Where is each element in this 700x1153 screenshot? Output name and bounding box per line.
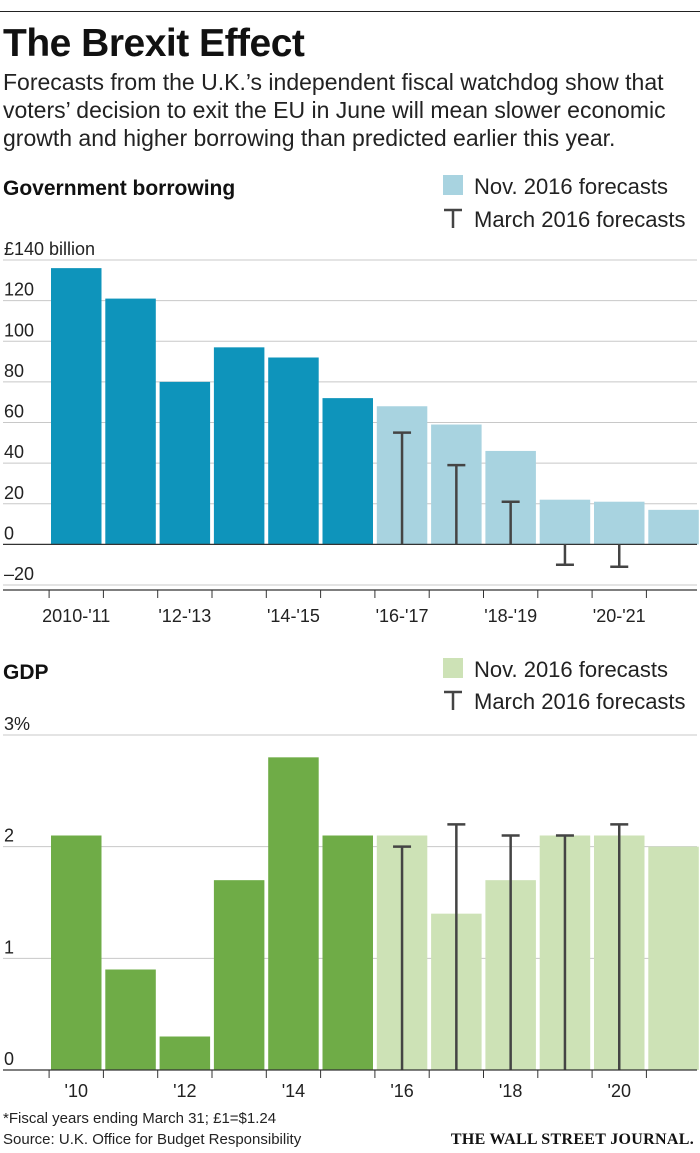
gdp-bar bbox=[105, 969, 156, 1070]
borrowing-legend-box-icon bbox=[443, 175, 463, 195]
borrowing-y-tick-label: 0 bbox=[4, 523, 14, 543]
borrowing-bar bbox=[322, 398, 373, 545]
borrowing-y-axis: –20 0 20 40 60 80 100 120 £140 billion bbox=[4, 239, 95, 584]
gdp-legend-box-icon bbox=[443, 658, 463, 678]
borrowing-y-tick-label: 120 bbox=[4, 280, 34, 300]
gdp-march-markers bbox=[393, 823, 629, 1070]
borrowing-x-tick-label: '16-'17 bbox=[376, 606, 429, 625]
borrowing-bars bbox=[3, 268, 699, 545]
gdp-x-tick-label: '12 bbox=[173, 1081, 196, 1101]
gdp-x-tick-label: '20 bbox=[608, 1081, 631, 1101]
borrowing-bar bbox=[159, 381, 211, 545]
gdp-bar bbox=[648, 846, 699, 1070]
gdp-y-tick-label: 1 bbox=[4, 937, 14, 957]
publisher-logo: THE WALL STREET JOURNAL. bbox=[450, 1131, 694, 1148]
borrowing-bar bbox=[51, 268, 102, 545]
footnote: *Fiscal years ending March 31; £1=$1.24 bbox=[3, 1110, 277, 1127]
borrowing-y-tick-label: 80 bbox=[4, 361, 24, 381]
borrowing-bar bbox=[594, 501, 645, 545]
gdp-march-marker bbox=[501, 834, 520, 1070]
gdp-legend-march-label: March 2016 forecasts bbox=[474, 689, 686, 714]
borrowing-march-marker bbox=[393, 431, 412, 545]
borrowing-march-marker bbox=[610, 544, 629, 568]
borrowing-bar bbox=[213, 347, 265, 545]
gdp-x-tick-label: '10 bbox=[65, 1081, 88, 1101]
page-title: The Brexit Effect bbox=[3, 22, 305, 65]
source-note: Source: U.K. Office for Budget Responsib… bbox=[3, 1131, 302, 1148]
top-rule bbox=[0, 11, 700, 12]
gdp-y-tick-label: 3% bbox=[4, 714, 30, 734]
gdp-y-tick-label: 0 bbox=[4, 1049, 14, 1069]
borrowing-y-tick-label: 40 bbox=[4, 442, 24, 462]
gdp-legend-nov-label: Nov. 2016 forecasts bbox=[474, 657, 668, 682]
gdp-march-marker bbox=[393, 845, 412, 1070]
borrowing-x-tick-label: 2010-'11 bbox=[42, 606, 110, 625]
borrowing-y-tick-label: 60 bbox=[4, 402, 24, 422]
borrowing-bar bbox=[648, 509, 699, 545]
gdp-bar bbox=[213, 880, 265, 1070]
gdp-x-axis: '10 '12 '14 '16 '18 '20 bbox=[3, 1069, 697, 1101]
page-subtitle: Forecasts from the U.K.’s independent fi… bbox=[3, 69, 666, 151]
gdp-chart-title: GDP bbox=[3, 661, 49, 684]
gdp-march-marker bbox=[447, 823, 466, 1070]
borrowing-x-tick-label: '14-'15 bbox=[267, 606, 320, 625]
gdp-bar bbox=[159, 1036, 211, 1070]
borrowing-y-tick-label: –20 bbox=[4, 564, 34, 584]
borrowing-chart: Government borrowing Nov. 2016 forecasts… bbox=[3, 174, 699, 625]
gdp-bar bbox=[322, 835, 373, 1070]
gdp-chart: GDP Nov. 2016 forecasts March 2016 forec… bbox=[3, 657, 699, 1101]
borrowing-legend-march-label: March 2016 forecasts bbox=[474, 207, 686, 232]
borrowing-march-markers bbox=[393, 431, 629, 568]
borrowing-x-axis: 2010-'11 '12-'13 '14-'15 '16-'17 '18-'19 '20-… bbox=[3, 589, 697, 625]
borrowing-bar bbox=[105, 298, 156, 545]
gdp-march-marker bbox=[610, 823, 629, 1070]
gdp-march-marker bbox=[555, 834, 574, 1070]
gdp-x-tick-label: '18 bbox=[499, 1081, 522, 1101]
borrowing-bar bbox=[539, 499, 591, 545]
gdp-legend-tee-icon bbox=[444, 690, 462, 710]
gdp-bars bbox=[51, 757, 699, 1070]
gdp-y-tick-label: 2 bbox=[4, 826, 14, 846]
borrowing-march-marker bbox=[501, 500, 520, 545]
borrowing-y-tick-label: 100 bbox=[4, 320, 34, 340]
borrowing-x-tick-label: '20-'21 bbox=[593, 606, 646, 625]
borrowing-march-marker bbox=[447, 463, 466, 545]
gdp-bar bbox=[51, 835, 102, 1070]
borrowing-x-tick-label: '12-'13 bbox=[158, 606, 211, 625]
gdp-x-tick-label: '16 bbox=[390, 1081, 413, 1101]
gdp-bar bbox=[268, 757, 319, 1070]
borrowing-march-marker bbox=[555, 544, 574, 566]
borrowing-chart-title: Government borrowing bbox=[3, 177, 235, 200]
gdp-y-axis: 0 1 2 3% bbox=[4, 714, 30, 1069]
gdp-x-tick-label: '14 bbox=[282, 1081, 305, 1101]
borrowing-y-tick-label: £140 billion bbox=[4, 239, 95, 259]
borrowing-y-tick-label: 20 bbox=[4, 483, 24, 503]
borrowing-legend-nov-label: Nov. 2016 forecasts bbox=[474, 174, 668, 199]
borrowing-legend-tee-icon bbox=[444, 208, 462, 228]
borrowing-bar bbox=[268, 357, 319, 545]
borrowing-x-tick-label: '18-'19 bbox=[484, 606, 537, 625]
borrowing-legend: Nov. 2016 forecasts March 2016 forecasts bbox=[443, 174, 686, 232]
gdp-legend: Nov. 2016 forecasts March 2016 forecasts bbox=[443, 657, 686, 714]
